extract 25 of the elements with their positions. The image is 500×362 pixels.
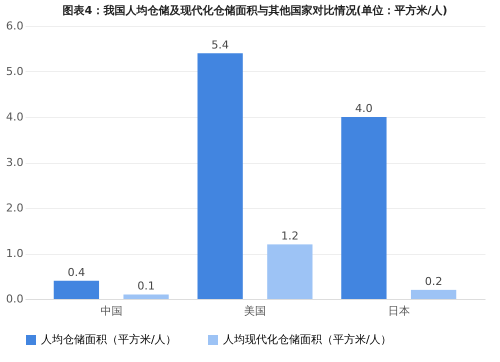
x-tick-label: 日本 — [388, 304, 410, 318]
y-tick-label: 4.0 — [6, 110, 24, 124]
data-label: 1.2 — [281, 229, 299, 242]
chart-title: 图表4：我国人均仓储及现代化仓储面积与其他国家对比情况(单位：平方米/人) — [62, 4, 448, 17]
y-tick-label: 2.0 — [6, 202, 24, 214]
bar — [410, 290, 456, 299]
data-label: 0.4 — [68, 266, 86, 279]
data-label: 0.2 — [424, 274, 442, 288]
y-tick-label: 5.0 — [6, 65, 24, 78]
data-label: 4.0 — [355, 102, 373, 115]
y-tick-label: 1.0 — [6, 247, 24, 260]
y-tick-label: 6.0 — [6, 20, 24, 32]
legend-label: 人均仓储面积（平方米/人） — [41, 333, 177, 346]
x-tick-label: 中国 — [100, 304, 122, 318]
y-tick-label: 0.0 — [6, 292, 24, 306]
bar — [54, 280, 100, 299]
data-label: 0.1 — [137, 279, 155, 292]
x-tick-label: 美国 — [244, 304, 266, 318]
legend-label: 人均现代化仓储面积（平方米/人） — [223, 333, 392, 346]
bar — [341, 117, 387, 299]
bar — [198, 53, 243, 299]
bar — [123, 294, 169, 299]
y-tick-label: 3.0 — [6, 156, 24, 169]
bar — [267, 244, 312, 299]
data-label: 5.4 — [211, 38, 229, 52]
